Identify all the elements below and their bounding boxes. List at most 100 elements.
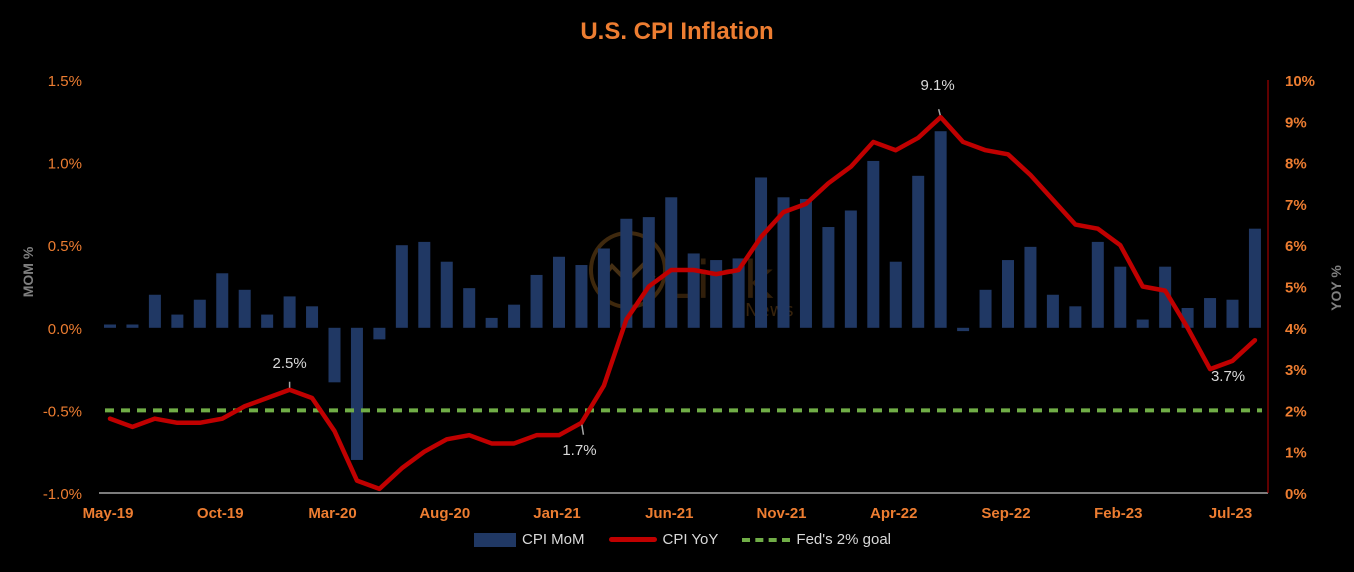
x-tick-label: Oct-19	[197, 505, 244, 522]
bar-cpi-mom	[283, 296, 296, 328]
bar-cpi-mom	[1114, 266, 1127, 328]
right-tick-label: 9%	[1285, 114, 1307, 131]
bar-cpi-mom	[777, 197, 790, 328]
legend-label: CPI MoM	[522, 531, 585, 548]
bar-cpi-mom	[350, 327, 363, 460]
legend-swatch-line	[608, 537, 657, 542]
bar-cpi-mom	[957, 327, 970, 332]
bar-cpi-mom	[1091, 241, 1104, 328]
bar-cpi-mom	[867, 160, 880, 328]
legend-label: Fed's 2% goal	[796, 531, 891, 548]
right-tick-label: 0%	[1285, 486, 1307, 503]
right-tick-label: 7%	[1285, 197, 1307, 214]
bar-cpi-mom	[1069, 306, 1082, 328]
right-tick-label: 2%	[1285, 403, 1307, 420]
annotation-label: 1.7%	[562, 442, 596, 459]
annotation-leader-line	[581, 424, 585, 435]
legend-swatch-dashed	[742, 537, 791, 542]
right-tick-label: 8%	[1285, 156, 1307, 173]
bar-cpi-mom	[934, 131, 947, 328]
x-tick-label: Aug-20	[419, 505, 470, 522]
bar-cpi-mom	[755, 177, 768, 328]
bar-cpi-mom	[440, 261, 453, 328]
bar-cpi-mom	[575, 265, 588, 328]
bar-cpi-mom	[732, 258, 745, 328]
left-tick-label: -0.5%	[43, 403, 82, 420]
bar-cpi-mom	[1136, 319, 1149, 328]
bar-cpi-mom	[1248, 228, 1261, 328]
bar-cpi-mom	[1159, 266, 1172, 328]
legend-swatch-bar	[474, 532, 516, 547]
bar-cpi-mom	[665, 197, 678, 328]
bar-cpi-mom	[148, 294, 161, 328]
bar-cpi-mom	[1002, 260, 1014, 328]
right-tick-label: 4%	[1285, 321, 1307, 338]
legend-label: CPI YoY	[662, 531, 719, 548]
bar-cpi-mom	[799, 198, 812, 328]
bar-cpi-mom	[261, 314, 274, 328]
bar-cpi-mom	[485, 317, 498, 328]
bar-cpi-mom	[687, 253, 700, 328]
bar-cpi-mom	[193, 299, 206, 328]
right-axis-title: YOY %	[1328, 265, 1344, 311]
bar-cpi-mom	[328, 327, 341, 383]
right-tick-label: 1%	[1285, 445, 1307, 462]
annotation-label: 2.5%	[272, 355, 306, 372]
bar-cpi-mom	[1024, 246, 1037, 328]
left-tick-label: 0.5%	[48, 238, 82, 255]
left-tick-label: 1.5%	[48, 73, 82, 90]
left-tick-label: 0.0%	[48, 321, 82, 338]
bar-cpi-mom	[912, 175, 925, 328]
right-tick-label: 5%	[1285, 280, 1307, 297]
bar-cpi-mom	[508, 304, 521, 328]
bar-cpi-mom	[979, 289, 992, 328]
right-tick-label: 10%	[1285, 73, 1315, 90]
annotation-leader-line	[937, 108, 941, 116]
line-cpi-yoy	[107, 114, 1258, 492]
x-tick-label: Mar-20	[308, 505, 356, 522]
left-axis-title: MOM %	[20, 246, 36, 297]
bar-cpi-mom	[889, 261, 902, 328]
bar-cpi-mom	[126, 324, 139, 328]
legend-item-cpi-mom[interactable]: CPI MoM	[474, 531, 585, 548]
bar-cpi-mom	[306, 306, 319, 328]
x-tick-label: Sep-22	[981, 505, 1030, 522]
bar-cpi-mom	[1046, 294, 1059, 328]
bar-cpi-mom	[373, 327, 386, 340]
bar-cpi-mom	[395, 245, 408, 328]
bar-cpi-mom	[1204, 298, 1217, 328]
bar-cpi-mom	[418, 241, 431, 328]
legend-item-cpi-yoy[interactable]: CPI YoY	[608, 531, 719, 548]
x-tick-label: Jul-23	[1209, 505, 1252, 522]
legend: CPI MoM CPI YoY Fed's 2% goal	[474, 531, 915, 548]
left-tick-label: 1.0%	[48, 156, 82, 173]
bar-cpi-mom	[642, 217, 655, 328]
left-tick-label: -1.0%	[43, 486, 82, 503]
bar-cpi-mom	[530, 274, 543, 328]
chart-title: U.S. CPI Inflation	[580, 18, 774, 45]
bar-cpi-mom	[620, 218, 633, 328]
bar-cpi-mom	[822, 227, 835, 328]
x-tick-label: May-19	[83, 505, 134, 522]
legend-item-fed-goal[interactable]: Fed's 2% goal	[742, 531, 891, 548]
bar-cpi-mom	[710, 260, 723, 328]
x-tick-label: Jan-21	[533, 505, 581, 522]
bar-cpi-mom	[597, 248, 610, 328]
bar-cpi-mom	[553, 256, 565, 328]
x-tick-label: Nov-21	[756, 505, 806, 522]
bar-cpi-mom	[238, 289, 251, 328]
x-tick-label: Jun-21	[645, 505, 693, 522]
right-tick-label: 3%	[1285, 362, 1307, 379]
x-tick-label: Apr-22	[870, 505, 918, 522]
bar-cpi-mom	[463, 288, 476, 328]
right-tick-label: 6%	[1285, 238, 1307, 255]
bar-cpi-mom	[216, 273, 229, 328]
bar-cpi-mom	[104, 324, 116, 328]
annotation-label: 9.1%	[921, 77, 955, 94]
annotation-label: 3.7%	[1211, 368, 1245, 385]
x-tick-label: Feb-23	[1094, 505, 1142, 522]
bar-cpi-mom	[844, 210, 857, 328]
bar-cpi-mom	[171, 314, 184, 328]
bar-cpi-mom	[1226, 299, 1239, 328]
